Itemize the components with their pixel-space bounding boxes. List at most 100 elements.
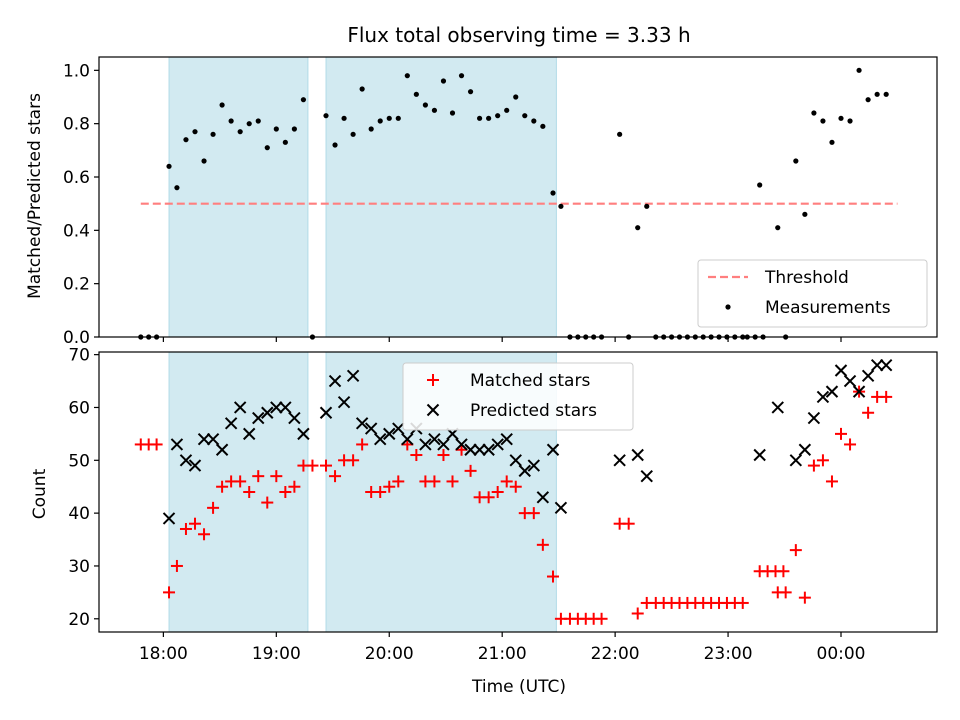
data-point — [413, 91, 419, 97]
data-point — [862, 406, 875, 419]
y-tick-label: 30 — [68, 557, 90, 577]
data-point — [404, 73, 410, 79]
x-stroke-2 — [383, 427, 396, 441]
x-stroke-2 — [546, 443, 560, 456]
x-stroke-2 — [297, 427, 310, 441]
data-point — [595, 612, 608, 625]
x-stroke-2 — [870, 359, 884, 372]
x-stroke-2 — [243, 427, 256, 441]
x-stroke-2 — [233, 401, 247, 414]
legend: Threshold Measurements — [697, 259, 928, 328]
data-point — [880, 390, 893, 403]
y-tick-label: 0.8 — [63, 115, 90, 135]
data-point — [279, 401, 292, 414]
data-point — [198, 528, 211, 541]
data-point — [270, 401, 283, 414]
y-tick-label: 60 — [68, 398, 90, 418]
data-point — [386, 115, 392, 121]
y-tick-label: 1.0 — [63, 61, 90, 81]
data-point — [279, 486, 292, 498]
data-point — [364, 422, 378, 435]
x-tick-label: 21:00 — [478, 644, 527, 664]
x-stroke-2 — [188, 459, 202, 472]
data-point — [879, 359, 893, 372]
data-point — [865, 97, 871, 103]
data-point — [617, 131, 623, 137]
data-point — [509, 480, 522, 493]
legend-box — [402, 362, 634, 431]
data-point — [207, 501, 220, 514]
data-point — [206, 432, 220, 446]
data-point — [816, 454, 829, 467]
data-point — [547, 570, 560, 583]
data-point — [332, 142, 338, 148]
x-stroke-2 — [162, 512, 176, 525]
data-point — [368, 126, 374, 132]
data-point — [631, 448, 644, 462]
data-point — [825, 385, 839, 398]
data-point — [440, 78, 447, 84]
y-tick-label: 20 — [68, 610, 90, 630]
data-point — [234, 475, 247, 488]
data-point — [337, 395, 351, 409]
data-point — [374, 486, 387, 498]
x-stroke-2 — [825, 385, 839, 398]
x-stroke-2 — [179, 454, 193, 467]
x-tick-label: 18:00 — [139, 644, 188, 664]
x-stroke-2 — [518, 464, 531, 478]
data-point — [270, 470, 283, 483]
chart-title: Flux total observing time = 3.33 h — [347, 23, 690, 47]
x-stroke-2 — [224, 417, 238, 430]
data-point — [166, 163, 172, 169]
x-stroke-2 — [464, 443, 477, 456]
top-panel: 0.0 0.2 0.4 0.6 0.8 1.0 Threshold Measurements — [63, 56, 938, 348]
legend-label: Threshold — [764, 268, 849, 288]
data-point — [631, 607, 644, 620]
data-point — [554, 501, 568, 515]
data-point — [793, 158, 799, 164]
data-point — [467, 89, 474, 95]
data-point — [838, 115, 844, 121]
data-point — [261, 406, 274, 419]
shaded-region-1 — [168, 56, 309, 338]
x-tick-label: 20:00 — [365, 644, 414, 664]
data-point — [210, 131, 216, 137]
data-point — [273, 126, 279, 132]
data-point — [464, 464, 477, 477]
data-point — [323, 113, 329, 119]
y-tick-label: 50 — [68, 451, 90, 471]
data-point — [252, 470, 265, 483]
data-point — [558, 203, 564, 209]
data-point — [477, 115, 483, 121]
data-point — [300, 97, 307, 103]
data-point — [306, 459, 319, 472]
data-point — [282, 139, 288, 145]
x-stroke-2 — [861, 369, 875, 382]
data-point — [852, 385, 866, 398]
data-point — [179, 454, 193, 467]
x-stroke-2 — [554, 501, 568, 515]
x-tick-label: 22:00 — [591, 644, 640, 664]
x-stroke-2 — [170, 438, 184, 451]
data-point — [446, 475, 459, 488]
y-tick-label: 0.6 — [63, 168, 90, 188]
data-point — [500, 432, 513, 446]
data-point — [495, 113, 501, 119]
x-stroke-2 — [455, 438, 468, 451]
data-point — [246, 121, 252, 127]
data-point — [798, 443, 812, 456]
data-point — [455, 438, 468, 451]
legend-label: Predicted stars — [470, 401, 597, 421]
data-point — [428, 432, 441, 446]
data-point — [811, 110, 817, 116]
data-point — [162, 512, 176, 525]
data-point — [215, 443, 229, 456]
bottom-panel: 20 30 40 50 60 70 18:00 19:00 20:00 21:00 22:00 23:… — [68, 346, 938, 664]
data-point — [329, 470, 342, 483]
data-point — [401, 432, 414, 446]
data-point — [291, 126, 297, 132]
data-point — [192, 129, 198, 135]
data-point — [458, 73, 465, 79]
data-point — [319, 406, 333, 419]
data-point — [843, 374, 857, 388]
